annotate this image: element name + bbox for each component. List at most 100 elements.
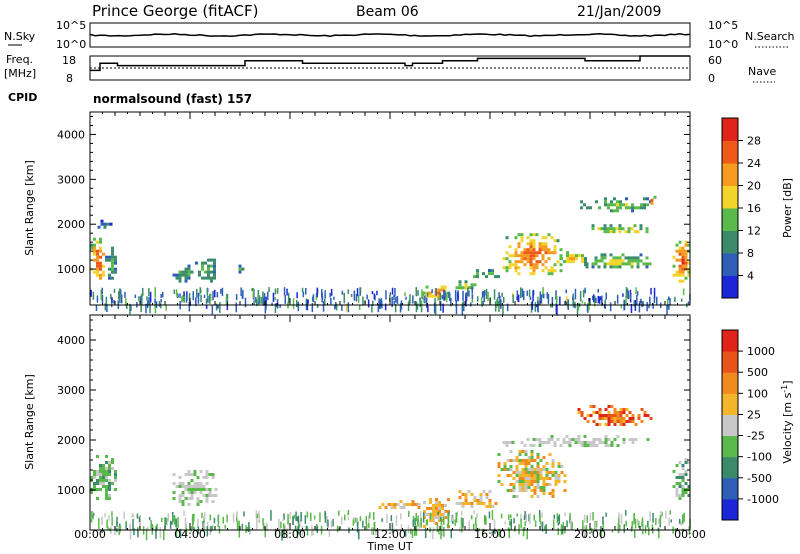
heatmap-cell <box>201 264 204 268</box>
heatmap-cell <box>613 411 617 414</box>
heatmap-cell <box>435 504 438 507</box>
heatmap-cell <box>551 489 555 492</box>
heatmap-cell <box>659 514 662 525</box>
heatmap-cell <box>647 520 649 528</box>
heatmap-cell <box>547 269 551 273</box>
heatmap-cell <box>517 260 521 264</box>
heatmap-cell <box>607 438 611 441</box>
heatmap-cell <box>619 417 623 420</box>
heatmap-cell <box>604 414 608 417</box>
heatmap-cell <box>553 245 557 249</box>
heatmap-cell <box>105 455 108 458</box>
heatmap-cell <box>274 528 277 537</box>
heatmap-cell <box>347 516 350 521</box>
heatmap-cell <box>441 507 444 510</box>
heatmap-cell <box>350 294 353 298</box>
heatmap-cell <box>609 262 613 266</box>
heatmap-cell <box>204 512 206 519</box>
heatmap-cell <box>457 293 459 300</box>
heatmap-cell <box>672 264 676 268</box>
heatmap-cell <box>416 303 419 310</box>
heatmap-cell <box>595 438 599 441</box>
heatmap-cell <box>373 293 376 300</box>
heatmap-cell <box>666 304 668 316</box>
heatmap-cell <box>636 291 639 296</box>
heatmap-cell <box>322 301 325 312</box>
heatmap-cell <box>523 291 525 301</box>
heatmap-cell <box>532 263 536 267</box>
colorbar-tick-label: 25 <box>747 408 761 421</box>
heatmap-cell <box>622 408 626 411</box>
heatmap-cell <box>371 291 374 295</box>
heatmap-cell <box>255 297 257 303</box>
heatmap-cell <box>569 513 571 520</box>
heatmap-cell <box>211 494 215 497</box>
heatmap-cell <box>597 295 600 304</box>
heatmap-cell <box>524 477 528 480</box>
heatmap-cell <box>347 289 349 294</box>
heatmap-cell <box>206 287 209 296</box>
heatmap-cell <box>93 270 96 274</box>
heatmap-cell <box>473 275 476 279</box>
heatmap-cell <box>190 485 194 488</box>
heatmap-cell <box>304 515 307 524</box>
heatmap-cell <box>193 470 197 473</box>
heatmap-cell <box>432 516 435 519</box>
heatmap-cell <box>471 515 473 520</box>
heatmap-cell <box>527 459 531 462</box>
heatmap-cell <box>437 294 441 298</box>
heatmap-cell <box>187 470 191 473</box>
noise-left-tick-bottom: 10^0 <box>56 38 86 51</box>
heatmap-cell <box>96 270 99 274</box>
heatmap-cell <box>527 462 531 465</box>
heatmap-cell <box>630 262 634 266</box>
heatmap-cell <box>148 296 150 306</box>
heatmap-cell <box>619 420 623 423</box>
colorbar-segment <box>722 118 738 141</box>
heatmap-cell <box>111 267 114 271</box>
heatmap-cell <box>521 489 525 492</box>
heatmap-cell <box>581 529 584 537</box>
heatmap-cell <box>574 441 578 444</box>
heatmap-cell <box>154 298 156 304</box>
heatmap-cell <box>345 303 348 312</box>
heatmap-cell <box>114 488 117 491</box>
velocity-heatmap <box>90 405 691 541</box>
heatmap-cell <box>521 480 525 483</box>
heatmap-cell <box>518 459 522 462</box>
heatmap-cell <box>547 257 551 261</box>
heatmap-cell <box>667 298 669 309</box>
heatmap-cell <box>527 480 531 483</box>
heatmap-cell <box>675 258 679 262</box>
heatmap-cell <box>178 485 182 488</box>
heatmap-cell <box>607 423 611 426</box>
heatmap-cell <box>473 496 477 499</box>
heatmap-cell <box>577 302 580 311</box>
heatmap-cell <box>312 294 315 302</box>
heatmap-cell <box>108 273 111 277</box>
heatmap-cell <box>582 289 585 298</box>
heatmap-cell <box>592 438 596 441</box>
heatmap-cell <box>580 441 584 444</box>
heatmap-cell <box>458 496 462 499</box>
noise-left-tick-top: 10^5 <box>56 19 86 32</box>
heatmap-cell <box>566 251 569 255</box>
heatmap-cell <box>120 294 123 304</box>
heatmap-cell <box>93 473 96 476</box>
heatmap-cell <box>426 513 429 516</box>
heatmap-cell <box>586 441 590 444</box>
heatmap-cell <box>524 483 528 486</box>
time-tick-label: 12:00 <box>374 528 406 541</box>
heatmap-cell <box>550 269 554 273</box>
heatmap-cell <box>211 473 215 476</box>
heatmap-cell <box>411 500 415 503</box>
heatmap-cell <box>648 527 650 536</box>
heatmap-cell <box>187 497 191 500</box>
heatmap-cell <box>625 197 628 201</box>
heatmap-cell <box>556 438 560 441</box>
heatmap-cell <box>539 291 542 303</box>
heatmap-cell <box>595 411 599 414</box>
heatmap-cell <box>594 522 597 531</box>
heatmap-cell <box>202 488 206 491</box>
heatmap-cell <box>172 497 176 500</box>
